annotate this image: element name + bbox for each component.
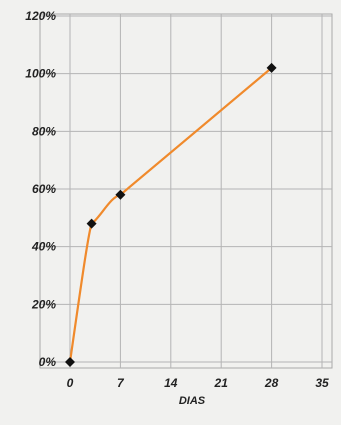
plot-frame: [39, 13, 333, 369]
data-point-marker: [86, 218, 97, 229]
x-tick-label: 0: [67, 376, 74, 390]
y-tick-label: 80%: [32, 124, 56, 138]
x-axis-title: DIAS: [179, 395, 206, 407]
y-tick-label: 40%: [31, 240, 56, 254]
x-tick-label: 21: [214, 376, 229, 390]
x-axis-ticks: 0 7 14 21 28 35: [67, 376, 329, 390]
x-tick-label: 14: [164, 376, 178, 390]
y-tick-label: 100%: [25, 67, 56, 81]
data-point-marker: [65, 357, 75, 367]
y-tick-label: 0%: [39, 355, 57, 369]
x-tick-label: 7: [117, 376, 125, 390]
series-layer: [65, 62, 277, 367]
y-tick-label: 20%: [31, 297, 56, 311]
x-tick-label: 35: [315, 376, 329, 390]
y-tick-label: 60%: [32, 182, 56, 196]
y-axis-ticks: 0% 20% 40% 60% 80% 100% 120%: [25, 9, 56, 369]
data-point-marker: [266, 62, 277, 73]
y-tick-label: 120%: [25, 9, 56, 23]
data-point-marker: [115, 189, 126, 200]
x-tick-label: 28: [264, 376, 279, 390]
